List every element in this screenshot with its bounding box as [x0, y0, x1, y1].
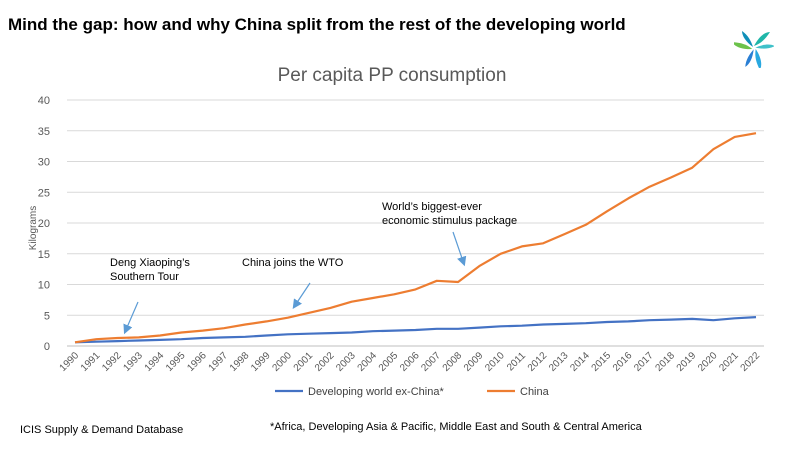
line-chart: Per capita PP consumption 0 5 10 15 20 25 30 35 4…: [28, 65, 764, 398]
y-tick-label: 20: [38, 218, 50, 230]
x-tick-label: 2003: [334, 350, 358, 374]
x-tick-label: 2014: [568, 350, 592, 374]
headline: Mind the gap: how and why China split fr…: [8, 15, 626, 34]
legend-label: China: [520, 386, 550, 398]
x-tick-label: 2020: [696, 350, 720, 374]
icis-logo-icon: [734, 31, 774, 68]
y-tick-label: 30: [38, 157, 50, 169]
x-tick-label: 2004: [356, 350, 380, 374]
x-tick-label: 2022: [739, 350, 763, 374]
x-tick-label: 2018: [653, 350, 677, 374]
x-tick-label: 1998: [228, 350, 252, 374]
y-tick-label: 40: [38, 95, 50, 107]
region-footnote: *Africa, Developing Asia & Pacific, Midd…: [270, 421, 642, 433]
x-tick-label: 2005: [377, 350, 401, 374]
x-tick-label: 2008: [441, 350, 465, 374]
x-tick-label: 1993: [121, 350, 145, 374]
x-tick-label: 2002: [313, 350, 337, 374]
y-tick-label: 35: [38, 126, 50, 138]
y-axis-label: Kilograms: [28, 206, 39, 250]
x-tick-label: 2012: [526, 350, 550, 374]
x-tick-label: 1991: [79, 350, 103, 374]
annotation-text: World’s biggest-ever: [382, 201, 482, 213]
x-tick-label: 1995: [164, 350, 188, 374]
x-tick-label: 2021: [717, 350, 741, 374]
annotation-arrow: [123, 301, 139, 335]
x-tick-label: 2006: [398, 350, 422, 374]
annotation-text: Deng Xiaoping’s: [110, 257, 190, 269]
y-tick-label: 0: [44, 341, 50, 353]
x-tick-label: 2016: [611, 350, 635, 374]
x-tick-label: 1997: [207, 350, 231, 374]
y-tick-label: 15: [38, 249, 50, 261]
x-tick-label: 1992: [100, 350, 124, 374]
y-tick-label: 25: [38, 187, 50, 199]
x-tick-label: 2010: [483, 350, 507, 374]
x-tick-label: 1999: [249, 350, 273, 374]
chart-title: Per capita PP consumption: [278, 65, 507, 86]
source-note: ICIS Supply & Demand Database: [20, 424, 184, 436]
annotation-text: Southern Tour: [110, 271, 179, 283]
series-line-developing: [74, 316, 757, 344]
annotation-text: China joins the WTO: [242, 257, 344, 269]
x-tick-label: 2015: [590, 350, 614, 374]
x-tick-label: 2019: [675, 350, 699, 374]
x-tick-label: 2009: [462, 350, 486, 374]
annotation-arrow: [452, 231, 467, 267]
x-tick-label: 2001: [292, 350, 316, 374]
x-tick-label: 2007: [419, 350, 443, 374]
x-tick-label: 1996: [185, 350, 209, 374]
x-tick-label: 2011: [505, 350, 528, 373]
annotation-text: economic stimulus package: [382, 215, 517, 227]
x-tick-label: 1990: [58, 350, 82, 374]
y-tick-label: 10: [38, 280, 50, 292]
series-line-china: [74, 132, 757, 344]
x-tick-label: 2013: [547, 350, 571, 374]
x-tick-label: 2000: [270, 350, 294, 374]
x-tick-label: 2017: [632, 350, 656, 374]
y-tick-label: 5: [44, 310, 50, 322]
legend-label: Developing world ex-China*: [308, 386, 444, 398]
annotation-arrow: [292, 282, 311, 309]
x-tick-label: 1994: [143, 350, 167, 374]
